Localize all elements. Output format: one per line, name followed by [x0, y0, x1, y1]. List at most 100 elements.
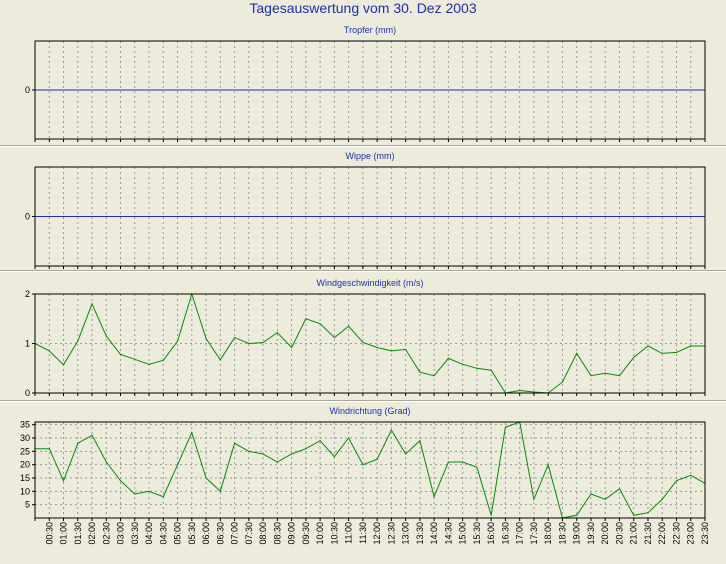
- data-point: [447, 461, 450, 463]
- x-tick-label: 08:00: [258, 522, 268, 545]
- data-point: [447, 357, 450, 359]
- x-tick-label: 18:00: [543, 522, 553, 545]
- x-tick-label: 05:30: [187, 522, 197, 545]
- y-tick-label: 5: [25, 500, 30, 510]
- data-point: [134, 493, 136, 495]
- data-point: [119, 353, 122, 355]
- x-tick-label: 05:00: [173, 522, 183, 545]
- series-line: [34, 292, 705, 394]
- data-point: [433, 496, 435, 498]
- x-tick-label: 21:30: [643, 522, 653, 545]
- data-point: [490, 514, 492, 516]
- data-point: [405, 348, 407, 351]
- panel-title: Wippe (mm): [346, 151, 395, 161]
- panel-title: Tropfer (mm): [344, 25, 396, 35]
- x-tick-label: 01:00: [59, 522, 69, 545]
- x-tick-label: 14:30: [443, 522, 453, 545]
- data-point: [77, 442, 79, 444]
- data-point: [305, 318, 307, 320]
- data-point: [77, 340, 79, 342]
- data-point: [319, 323, 321, 325]
- x-tick-label: 00:30: [44, 522, 54, 545]
- data-point: [62, 480, 65, 482]
- data-point: [690, 474, 692, 476]
- data-point: [48, 448, 50, 450]
- data-point: [233, 442, 236, 444]
- page-title: Tagesauswertung vom 30. Dez 2003: [249, 0, 477, 16]
- data-point: [633, 514, 635, 516]
- x-tick-label: 19:00: [572, 522, 582, 545]
- x-tick-label: 15:00: [458, 522, 468, 545]
- x-tick-label: 21:00: [629, 522, 639, 545]
- y-tick-label: 25: [20, 446, 30, 456]
- x-tick-label: 15:30: [472, 522, 482, 545]
- data-point: [362, 341, 364, 344]
- data-point: [91, 434, 93, 436]
- x-tick-label: 14:00: [429, 522, 439, 545]
- plot-frame: [34, 40, 706, 140]
- x-tick-label: 07:00: [230, 522, 240, 545]
- panel-divider: [0, 400, 726, 402]
- data-point: [576, 352, 578, 354]
- data-point: [390, 350, 392, 352]
- y-tick-label: 15: [20, 473, 30, 483]
- x-tick-label: 13:30: [415, 522, 425, 545]
- data-point: [533, 391, 535, 393]
- data-point: [119, 480, 122, 482]
- data-point: [419, 371, 421, 373]
- x-tick-label: 16:30: [500, 522, 510, 545]
- panel-divider: [0, 270, 726, 272]
- y-tick-label: 35: [20, 420, 30, 430]
- x-tick-label: 08:30: [272, 522, 282, 545]
- x-tick-label: 06:30: [215, 522, 225, 545]
- data-point: [647, 345, 649, 347]
- x-tick-label: 20:00: [600, 522, 610, 545]
- y-tick-label: 1: [25, 339, 30, 349]
- data-point: [191, 432, 193, 434]
- plot-frame: [34, 421, 706, 519]
- data-point: [176, 340, 179, 342]
- data-point: [148, 363, 150, 365]
- data-point: [462, 363, 464, 365]
- x-tick-label: 19:30: [586, 522, 596, 545]
- data-point: [205, 337, 207, 340]
- x-tick-label: 01:30: [73, 522, 83, 545]
- data-point: [62, 364, 65, 366]
- x-tick-label: 10:00: [315, 522, 325, 545]
- data-point: [618, 375, 621, 377]
- x-tick-label: 22:30: [671, 522, 681, 545]
- x-tick-label: 17:30: [529, 522, 539, 545]
- data-point: [604, 498, 606, 500]
- data-point: [48, 350, 50, 352]
- x-tick-label: 13:00: [401, 522, 411, 545]
- series-line: [35, 421, 706, 519]
- data-point: [590, 375, 592, 377]
- plot-frame: [34, 293, 706, 394]
- y-tick-label: 10: [20, 486, 30, 496]
- data-point: [476, 367, 478, 369]
- x-tick-label: 06:00: [201, 522, 211, 545]
- data-point: [105, 335, 107, 337]
- data-point: [176, 464, 179, 466]
- data-point: [376, 458, 378, 460]
- data-point: [376, 346, 378, 349]
- data-point: [533, 498, 535, 500]
- y-tick-label: 20: [20, 460, 30, 470]
- data-point: [290, 453, 293, 455]
- data-point: [333, 456, 335, 458]
- data-point: [519, 389, 521, 392]
- x-tick-label: 22:00: [657, 522, 667, 545]
- data-point: [462, 461, 464, 463]
- x-tick-label: 18:30: [557, 522, 567, 545]
- data-point: [162, 496, 164, 498]
- x-tick-label: 02:00: [87, 522, 97, 545]
- x-tick-label: 09:00: [287, 522, 297, 545]
- data-point: [690, 345, 692, 347]
- data-point: [262, 341, 264, 344]
- data-point: [490, 369, 492, 371]
- data-point: [476, 466, 478, 468]
- x-tick-label: 10:30: [329, 522, 339, 545]
- y-tick-label: 0: [25, 388, 30, 398]
- data-point: [362, 464, 364, 466]
- plot-frame: [34, 166, 706, 267]
